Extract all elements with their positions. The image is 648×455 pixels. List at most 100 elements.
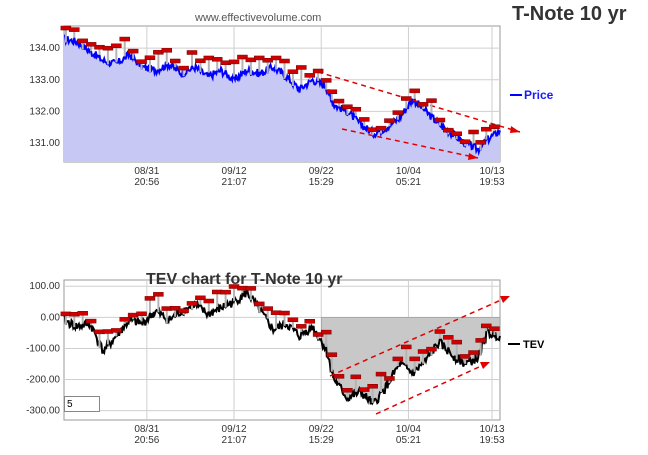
volume-marker <box>270 55 282 61</box>
volume-marker <box>443 335 454 340</box>
volume-marker <box>475 338 486 343</box>
volume-marker <box>228 59 240 65</box>
x-tick-date: 10/04 <box>396 424 421 435</box>
volume-marker <box>384 376 395 381</box>
x-tick-time: 05:21 <box>396 435 421 446</box>
volume-marker <box>279 310 290 316</box>
volume-marker <box>434 117 446 123</box>
volume-marker <box>333 374 345 379</box>
volume-marker <box>489 124 500 129</box>
tev-chart: 100.00 0.00 -100.00 -200.00 -300.00 08/3120:… <box>26 271 545 446</box>
volume-marker <box>326 89 338 94</box>
volume-marker <box>169 306 181 311</box>
volume-marker <box>481 323 492 329</box>
x-tick-time: 19:53 <box>479 435 504 446</box>
volume-marker <box>320 78 332 83</box>
volume-marker <box>459 354 471 359</box>
volume-marker <box>312 68 324 74</box>
volume-marker <box>320 329 332 335</box>
period-input[interactable] <box>64 396 100 412</box>
x-tick-date: 09/22 <box>309 166 334 177</box>
volume-marker <box>161 48 173 53</box>
price-legend: Price <box>524 88 554 102</box>
x-tick-time: 15:29 <box>309 435 334 446</box>
x-tick-time: 20:56 <box>134 435 159 446</box>
volume-marker <box>384 118 395 123</box>
volume-marker <box>350 106 362 112</box>
x-tick-time: 19:53 <box>479 177 504 188</box>
volume-marker <box>443 127 454 133</box>
volume-marker <box>401 96 412 101</box>
volume-marker <box>312 332 324 337</box>
volume-marker <box>254 55 265 61</box>
volume-marker <box>333 98 345 104</box>
price-trend-lines <box>317 71 521 160</box>
volume-marker <box>102 45 114 51</box>
volume-marker <box>475 140 486 145</box>
volume-marker <box>77 311 88 316</box>
volume-marker <box>434 329 446 334</box>
x-tick-date: 09/12 <box>222 166 247 177</box>
volume-marker <box>111 43 122 49</box>
volume-marker <box>237 54 248 60</box>
volume-marker <box>279 58 290 64</box>
volume-marker <box>409 88 420 94</box>
volume-marker <box>375 125 387 131</box>
volume-marker <box>178 65 189 71</box>
volume-marker <box>342 104 353 109</box>
x-tick-date: 10/04 <box>396 166 421 177</box>
volume-marker <box>127 48 139 54</box>
x-tick-date: 09/22 <box>309 424 334 435</box>
volume-marker <box>111 328 122 333</box>
volume-marker <box>186 301 198 306</box>
volume-marker <box>211 57 223 62</box>
site-url: www.effectivevolume.com <box>194 12 321 24</box>
volume-marker <box>262 58 273 63</box>
y-tick-label: -300.00 <box>26 406 60 417</box>
x-tick-date: 09/12 <box>222 424 247 435</box>
x-tick-time: 21:07 <box>222 177 247 188</box>
tev-legend: TEV <box>523 339 545 351</box>
volume-marker <box>186 50 198 55</box>
volume-marker <box>409 356 420 362</box>
page-title: T-Note 10 yr <box>512 3 627 25</box>
y-tick-label: 132.00 <box>29 106 60 117</box>
volume-marker <box>451 339 462 345</box>
x-tick-time: 15:29 <box>309 177 334 188</box>
tev-volume-markers <box>60 284 500 403</box>
volume-marker <box>195 58 206 64</box>
price-volume-markers <box>60 25 500 151</box>
volume-marker <box>417 102 429 107</box>
volume-marker <box>296 65 307 70</box>
volume-marker <box>326 352 338 357</box>
y-tick-label: -100.00 <box>26 343 60 354</box>
volume-marker <box>459 139 471 144</box>
volume-marker <box>426 98 437 103</box>
volume-marker <box>417 349 429 354</box>
volume-marker <box>195 295 206 301</box>
x-tick-time: 21:07 <box>222 435 247 446</box>
volume-marker <box>262 306 273 311</box>
volume-marker <box>426 346 437 352</box>
y-tick-label: -200.00 <box>26 375 60 386</box>
volume-marker <box>144 296 156 301</box>
volume-marker <box>451 131 462 137</box>
volume-marker <box>481 126 492 132</box>
tev-trend-lines <box>329 295 511 415</box>
volume-marker <box>304 73 315 78</box>
tev-chart-title: TEV chart for T-Note 10 yr <box>146 271 343 288</box>
volume-marker <box>468 129 479 135</box>
volume-marker <box>144 55 156 60</box>
volume-marker <box>375 371 387 377</box>
volume-marker <box>178 308 189 313</box>
y-tick-label: 0.00 <box>41 312 61 323</box>
volume-marker <box>203 298 215 304</box>
volume-marker <box>245 286 257 291</box>
volume-marker <box>136 311 147 317</box>
volume-marker <box>69 27 80 32</box>
volume-marker <box>342 388 353 393</box>
x-tick-date: 08/31 <box>134 424 159 435</box>
volume-marker <box>119 317 130 322</box>
volume-marker <box>358 117 370 122</box>
